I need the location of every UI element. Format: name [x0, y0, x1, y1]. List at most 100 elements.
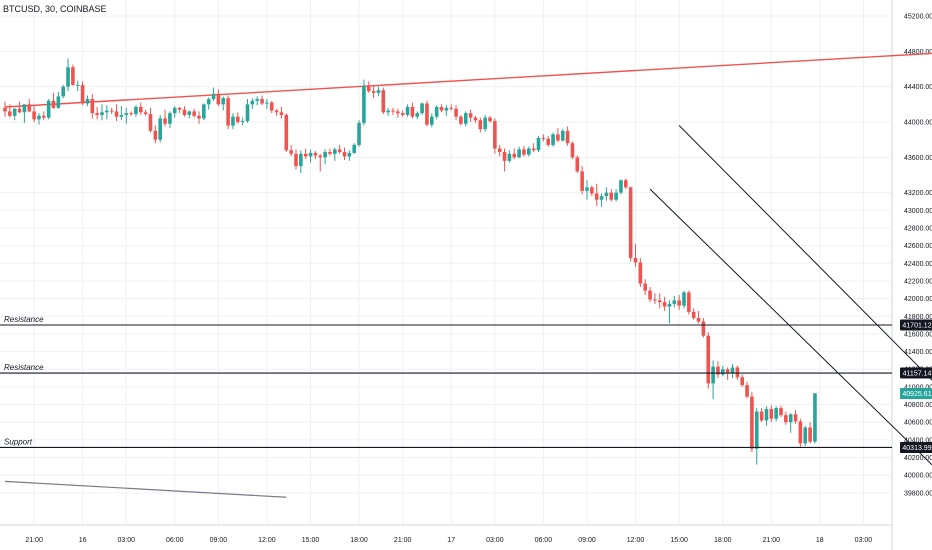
candle-body: [158, 118, 162, 140]
candle-body: [648, 290, 652, 300]
candle-body: [313, 152, 318, 156]
candle-body: [279, 112, 284, 115]
candle-body: [706, 335, 711, 384]
price-tick-label: 40400.00: [904, 437, 932, 444]
plot-area: [0, 0, 892, 525]
time-tick-label: 15:00: [670, 537, 688, 544]
candle-body: [774, 408, 778, 419]
price-tick-label: 40000.00: [904, 473, 932, 480]
candle-body: [294, 153, 298, 167]
candle-body: [585, 187, 589, 191]
candle-body: [163, 118, 167, 124]
candle-body: [177, 107, 182, 110]
candle-body: [299, 153, 303, 167]
candle-body: [502, 152, 507, 161]
candle-body: [226, 98, 230, 126]
candle-body: [37, 115, 41, 120]
candle-body: [614, 192, 618, 200]
candle-body: [347, 152, 352, 157]
candle-body: [769, 408, 774, 419]
level-badge: [900, 441, 932, 453]
candle-body: [245, 104, 250, 122]
candle-body: [192, 111, 196, 116]
candle-body: [265, 102, 269, 104]
candle-body: [61, 86, 65, 97]
candle-body: [80, 84, 85, 104]
candle-body: [497, 148, 502, 153]
candle-body: [556, 134, 560, 141]
candle-body: [730, 367, 735, 373]
candle-body: [303, 153, 308, 157]
candle-body: [420, 103, 424, 114]
candle-body: [759, 411, 764, 421]
candle-body: [8, 111, 12, 116]
candle-body: [255, 99, 259, 101]
time-tick-label: 12:00: [258, 537, 276, 544]
candle-body: [12, 108, 17, 116]
candle-body: [512, 153, 517, 158]
symbol-title: BTCUSD, 30, COINBASE: [3, 4, 107, 14]
price-tick-label: 45200.00: [904, 14, 932, 21]
candle-body: [119, 114, 124, 117]
candle-body: [677, 300, 681, 306]
grid: [0, 0, 893, 550]
candle-body: [473, 117, 478, 121]
candle-body: [202, 104, 206, 119]
candle-body: [779, 408, 783, 416]
candle-body: [507, 153, 512, 161]
candle-body: [638, 262, 643, 284]
candle-body: [459, 116, 463, 124]
candle-body: [740, 377, 744, 386]
time-tick-label: 03:00: [117, 537, 135, 544]
candle-body: [129, 113, 133, 115]
candle-body: [590, 187, 594, 194]
candle-body: [633, 257, 638, 263]
candle-body: [352, 144, 356, 153]
candle-body: [221, 98, 226, 105]
time-tick-label: 18:00: [714, 537, 732, 544]
candle-body: [153, 130, 158, 140]
candle-body: [172, 107, 177, 114]
time-tick-label: 16: [79, 537, 87, 544]
candle-body: [483, 117, 487, 130]
candle-body: [580, 171, 584, 191]
price-tick-label: 40200.00: [904, 455, 932, 462]
candle-body: [66, 67, 70, 87]
candle-body: [274, 110, 279, 113]
price-axis: 45200.00 44800.00 44400.00 44000.00 43600.00…: [904, 14, 932, 498]
candle-body: [604, 192, 609, 197]
candle-body: [691, 311, 696, 319]
candle-body: [531, 148, 536, 151]
price-tick-label: 42000.00: [904, 296, 932, 303]
candle-body: [250, 100, 255, 105]
last-price-text: 40925.61: [902, 391, 931, 398]
level-badge-text: 41701.12: [902, 322, 931, 329]
candle-body: [570, 143, 575, 158]
candle-body: [17, 108, 22, 113]
price-tick-label: 43000.00: [904, 208, 932, 215]
candle-body: [594, 193, 599, 200]
candle-body: [284, 114, 289, 151]
candle-body: [211, 93, 216, 100]
candle-body: [46, 100, 51, 118]
candle-body: [400, 113, 405, 115]
candle-body: [449, 107, 453, 109]
candle-body: [478, 120, 483, 130]
candle-body: [415, 113, 420, 117]
candle-body: [100, 112, 104, 115]
candle-body: [143, 112, 148, 115]
candle-body: [609, 192, 614, 200]
price-tick-label: 43200.00: [904, 190, 932, 197]
candle-body: [3, 107, 7, 112]
candle-body: [289, 150, 293, 154]
candle-body: [71, 67, 75, 85]
candle-body: [187, 111, 192, 115]
candle-body: [725, 369, 730, 373]
time-tick-label: 03:00: [486, 537, 504, 544]
candle-body: [793, 414, 798, 422]
candle-body: [754, 411, 759, 449]
candle-body: [386, 110, 390, 113]
price-tick-label: 44400.00: [904, 84, 932, 91]
